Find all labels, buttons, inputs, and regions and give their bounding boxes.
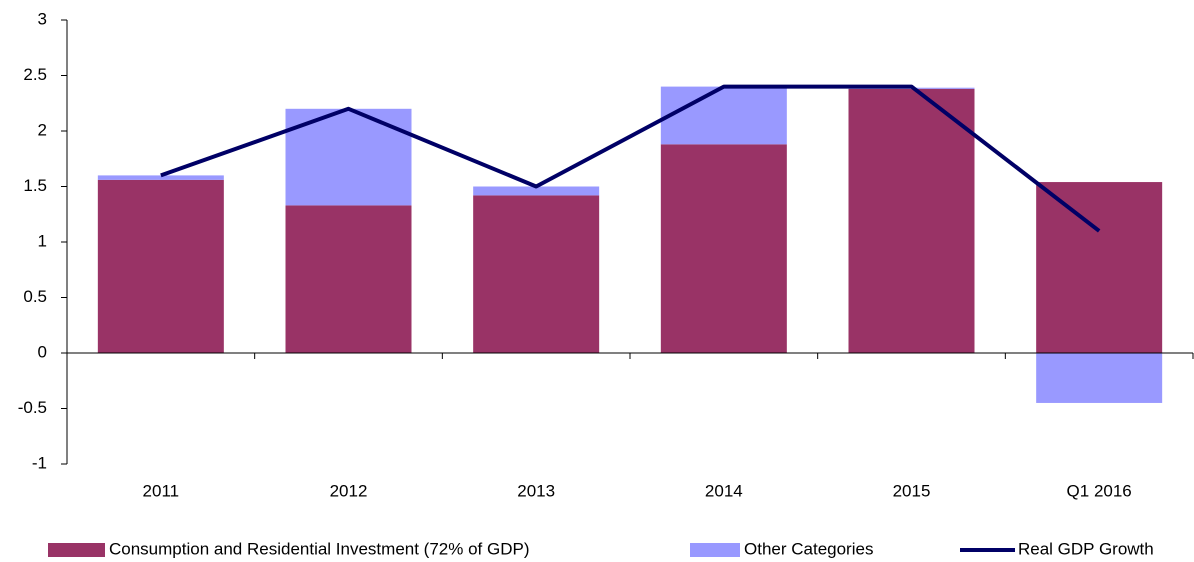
x-tick-label: 2015: [893, 481, 931, 500]
bar: [285, 205, 412, 353]
bar: [660, 144, 787, 353]
x-tick-label: 2014: [705, 481, 743, 500]
bar: [1036, 353, 1163, 403]
y-tick-label: 3: [38, 9, 47, 28]
x-tick-label: 2011: [143, 481, 180, 500]
legend-label: Real GDP Growth: [1018, 539, 1154, 558]
y-tick-label: 2.5: [23, 65, 47, 84]
line: [160, 84, 1101, 233]
y-tick-label: 1.5: [23, 176, 47, 195]
bar: [97, 175, 224, 180]
legend-swatch: [690, 543, 740, 557]
bar: [848, 88, 975, 353]
y-tick-label: -0.5: [18, 398, 47, 417]
y-tick-label: 0: [38, 342, 47, 361]
x-tick-label: Q1 2016: [1067, 481, 1132, 500]
bar: [1036, 182, 1163, 353]
legend-label: Consumption and Residential Investment (…: [109, 539, 529, 558]
x-tick-label: 2012: [330, 481, 368, 500]
bar: [473, 195, 600, 353]
y-tick-label: 1: [38, 231, 47, 250]
y-tick-label: 0.5: [23, 287, 47, 306]
bar: [97, 179, 224, 353]
legend-swatch: [48, 543, 105, 557]
bar: [660, 86, 787, 145]
bar: [473, 186, 600, 196]
y-tick-label: 2: [38, 120, 47, 139]
y-tick-label: -1: [32, 453, 47, 472]
legend-label: Other Categories: [744, 539, 873, 558]
x-tick-label: 2013: [517, 481, 555, 500]
